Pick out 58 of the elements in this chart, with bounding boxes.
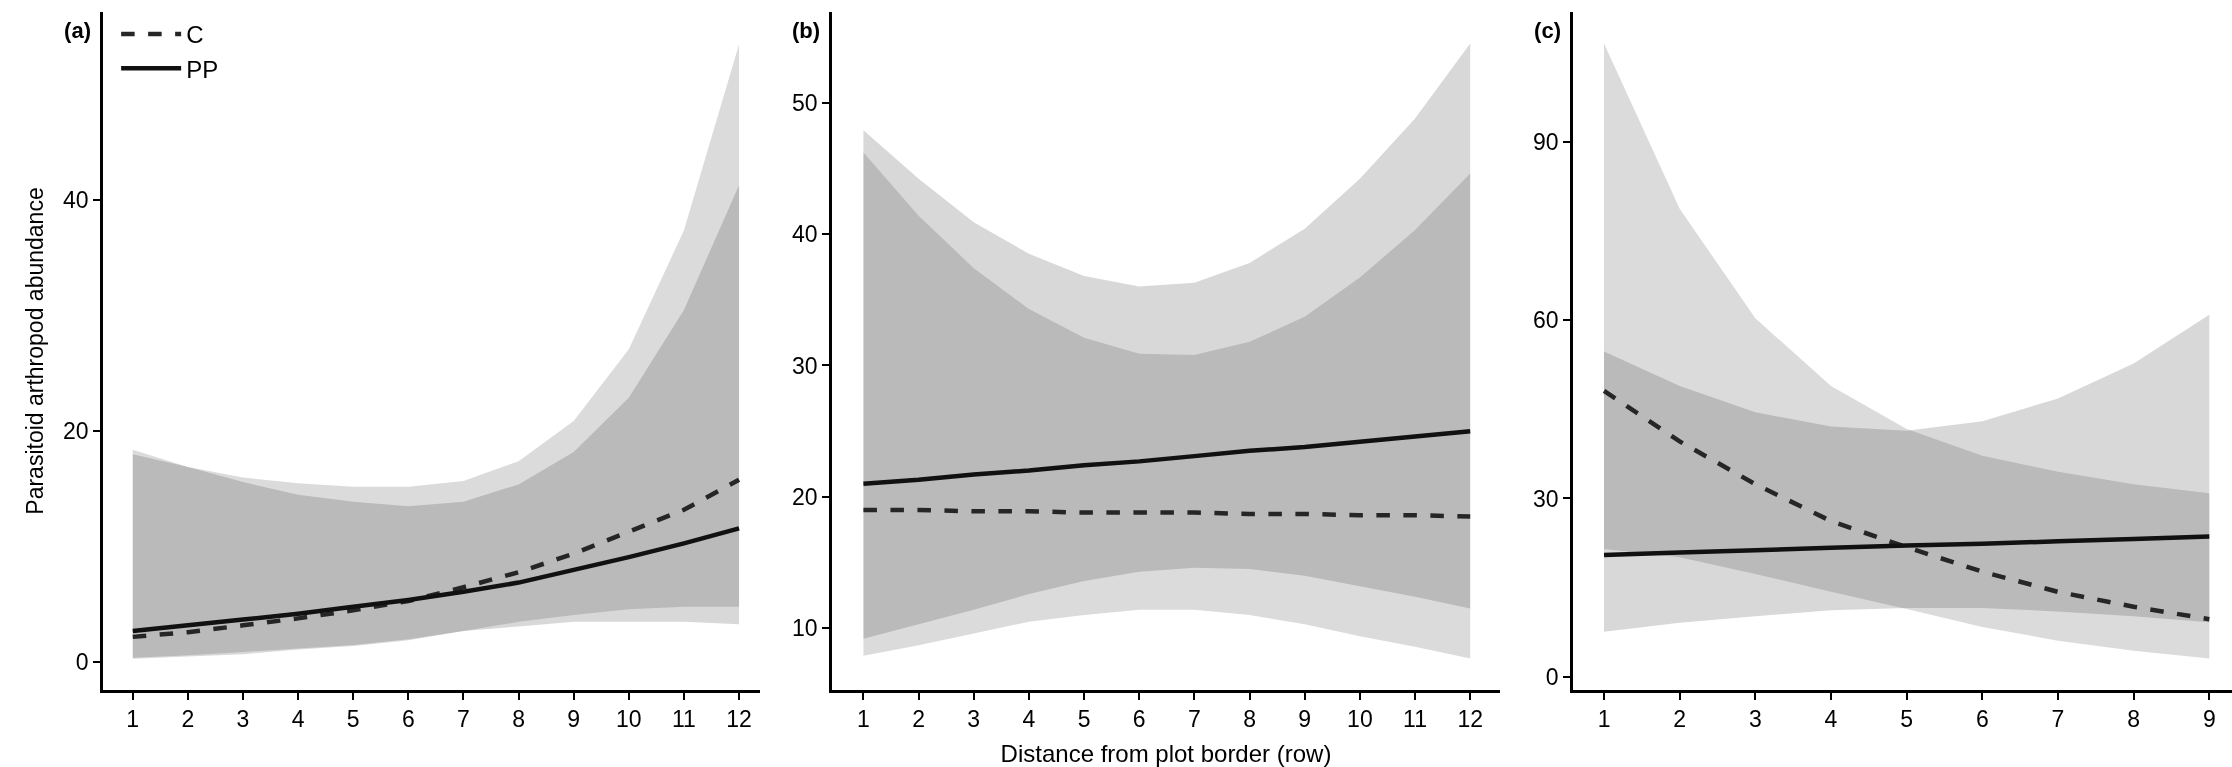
x-axis-title: Distance from plot border (row)	[1000, 740, 1332, 767]
y-tick-label: 40	[63, 187, 89, 214]
line-series	[130, 477, 742, 640]
x-tick-label: 4	[1824, 706, 1838, 733]
x-tick-label: 2	[1673, 706, 1687, 733]
x-tick-label: 8	[512, 706, 525, 733]
x-tick-label: 5	[1900, 706, 1914, 733]
chart-title: (a)	[64, 17, 91, 43]
x-tick-label: 6	[1132, 706, 1146, 733]
y-tick-label: 0	[75, 649, 89, 676]
line-series	[1601, 534, 2212, 558]
x-tick-label: 1	[126, 706, 140, 733]
y-tick-label: 20	[792, 483, 818, 510]
line-series	[861, 507, 1473, 519]
x-tick-label: 5	[1077, 706, 1091, 733]
x-tick-label: 9	[1298, 706, 1312, 733]
x-tick-label: 2	[181, 706, 195, 733]
legend-label: PP	[186, 55, 219, 83]
x-tick-label: 3	[967, 706, 981, 733]
line-series	[130, 526, 742, 634]
x-tick-label: 12	[726, 706, 752, 733]
y-tick-label: 20	[63, 418, 89, 445]
x-tick-label: 11	[671, 706, 696, 733]
y-tick-label: 10	[792, 615, 818, 642]
y-tick-label: 30	[1533, 485, 1559, 512]
line-series	[1601, 388, 2212, 622]
x-tick-label: 1	[857, 706, 870, 733]
x-tick-label: 4	[291, 706, 305, 733]
x-tick-label: 12	[1457, 706, 1484, 733]
y-tick-label: 30	[792, 352, 818, 379]
y-tick-label: 60	[1533, 307, 1559, 334]
y-tick-label: 50	[792, 89, 818, 116]
y-axis-title: Parasitoid arthropod abundance	[21, 187, 48, 515]
x-tick-label: 9	[2202, 706, 2216, 733]
x-tick-label: 9	[567, 706, 581, 733]
x-tick-label: 3	[1748, 706, 1762, 733]
x-tick-label: 6	[401, 706, 415, 733]
x-tick-label: 4	[1022, 706, 1036, 733]
x-tick-label: 7	[2051, 706, 2065, 733]
x-tick-label: 1	[1597, 706, 1611, 733]
x-tick-label: 5	[346, 706, 360, 733]
x-tick-label: 3	[236, 706, 250, 733]
y-tick-label: 0	[1545, 663, 1559, 690]
chart-title: (c)	[1534, 17, 1561, 43]
x-tick-label: 6	[1975, 706, 1989, 733]
x-tick-label: 7	[457, 706, 470, 733]
x-tick-label: 7	[1188, 706, 1201, 733]
x-tick-label: 2	[912, 706, 925, 733]
y-tick-label: 90	[1533, 128, 1559, 155]
x-tick-label: 11	[1403, 706, 1427, 733]
legend-label: C	[186, 21, 204, 49]
x-tick-label: 10	[1347, 706, 1373, 733]
line-series	[861, 428, 1473, 486]
x-tick-label: 8	[1243, 706, 1256, 733]
x-tick-label: 8	[2127, 706, 2141, 733]
x-tick-label: 10	[616, 706, 642, 733]
y-tick-label: 40	[792, 221, 818, 248]
chart-title: (b)	[791, 17, 820, 43]
